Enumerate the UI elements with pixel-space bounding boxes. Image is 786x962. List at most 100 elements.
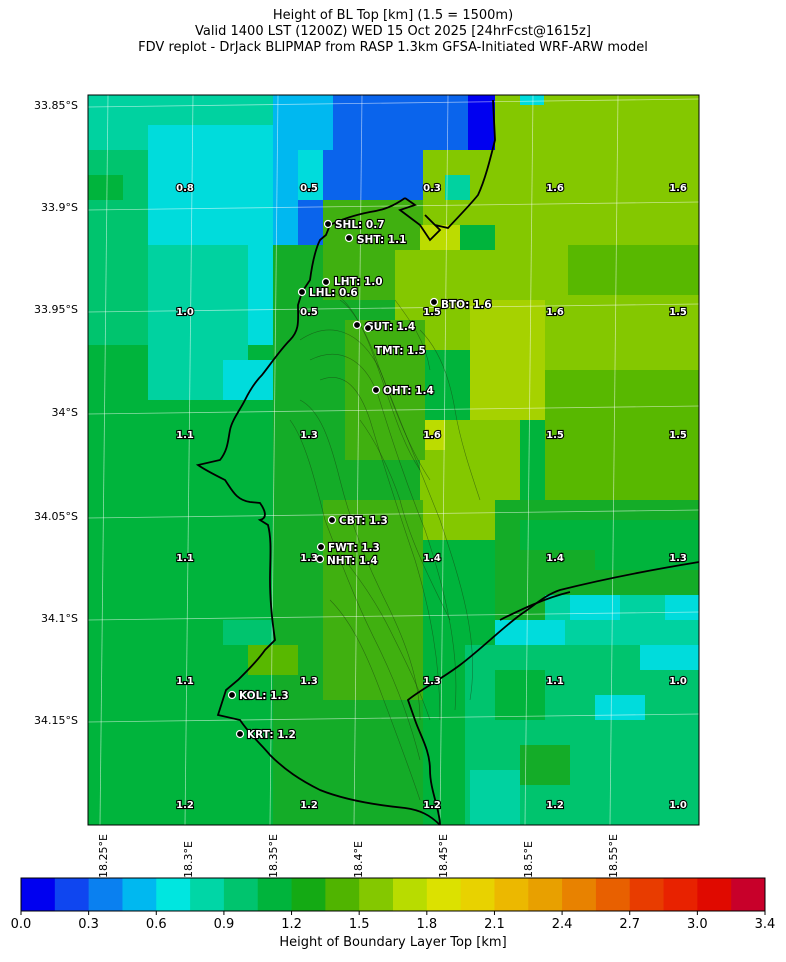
colorbar-swatch <box>257 878 293 911</box>
terrain-contour <box>329 289 421 471</box>
site-marker[interactable] <box>344 233 354 243</box>
colorbar-swatch <box>325 878 360 911</box>
grid-value-label: 1.5 <box>669 307 687 318</box>
colorbar-tick-label: 1.5 <box>348 917 370 932</box>
latitude-tick-label: 33.9°S <box>41 201 78 214</box>
grid-value-label: 1.0 <box>176 307 194 318</box>
colorbar-swatch <box>697 878 732 911</box>
grid-value-label: 1.6 <box>546 307 564 318</box>
grid-value-label: 1.2 <box>300 800 318 811</box>
site-marker[interactable] <box>321 277 331 287</box>
site-marker[interactable] <box>323 219 333 229</box>
grid-value-labels: 0.8 0.5 0.3 1.6 1.6 1.0 0.5 1.5 1.6 1.5 1.1 1.3 1.6 1… <box>175 182 688 812</box>
site-marker[interactable] <box>235 729 245 739</box>
site-label: LHL: 0.6 <box>309 287 358 299</box>
latitude-gridline <box>87 303 700 313</box>
site-marker[interactable] <box>327 515 337 525</box>
terrain-contour <box>299 399 421 721</box>
latitude-gridline <box>87 98 700 108</box>
colorbar-swatch <box>156 878 191 911</box>
longitude-tick-label: 18.5°E <box>522 841 535 878</box>
field-cell <box>468 95 495 150</box>
colorbar-swatch <box>190 878 225 911</box>
grid-value-label: 1.2 <box>176 800 194 811</box>
grid-value-label: 1.0 <box>669 676 687 687</box>
site-label: SHL: 0.7 <box>335 219 385 231</box>
field-cell <box>445 175 470 200</box>
field-cell <box>495 95 699 245</box>
terrain-contour <box>289 419 421 761</box>
site-marker[interactable] <box>352 320 362 330</box>
colorbar-swatch <box>21 878 56 911</box>
site-marker[interactable] <box>363 323 373 333</box>
colorbar-label: Height of Boundary Layer Top [km] <box>279 935 507 950</box>
title-line-2: Valid 1400 LST (1200Z) WED 15 Oct 2025 [… <box>195 24 591 39</box>
bl-top-field <box>88 95 699 825</box>
latitude-gridline <box>87 713 700 723</box>
colorbar-swatch <box>54 878 90 911</box>
colorbar <box>20 877 766 915</box>
colorbar-swatch <box>731 878 766 911</box>
longitude-gridline <box>524 94 534 826</box>
site-marker[interactable] <box>297 287 307 297</box>
terrain-contour <box>309 353 457 711</box>
site-label: GUT: 1.4 <box>365 321 415 333</box>
terrain-contour <box>419 329 481 501</box>
grid-value-label: 1.5 <box>546 430 564 441</box>
grid-value-label: 1.1 <box>176 676 194 687</box>
latitude-tick-label: 33.95°S <box>34 303 78 316</box>
field-cell <box>88 345 148 825</box>
colorbar-swatch <box>291 878 326 911</box>
site-marker[interactable] <box>316 542 326 552</box>
field-cell <box>223 620 273 645</box>
field-cell <box>570 795 699 825</box>
colorbar-swatch <box>426 878 462 911</box>
grid-value-label: 1.2 <box>546 800 564 811</box>
terrain-contour <box>299 329 473 701</box>
grid-value-label: 0.5 <box>300 307 318 318</box>
latitude-gridline <box>87 201 700 211</box>
site-marker[interactable] <box>371 385 381 395</box>
grid-value-label: 1.0 <box>669 800 687 811</box>
coastline-segment <box>499 591 571 621</box>
field-cell <box>665 595 699 620</box>
site-marker[interactable] <box>429 297 439 307</box>
colorbar-tick-label: 0.6 <box>145 917 167 932</box>
site-marker[interactable] <box>227 690 237 700</box>
field-cell <box>520 95 544 105</box>
longitude-gridline <box>269 94 279 826</box>
site-label: FWT: 1.3 <box>328 542 380 554</box>
longitude-gridline <box>439 94 449 826</box>
colorbar-frame <box>20 877 766 912</box>
terrain-contour <box>394 299 431 371</box>
colorbar-swatch <box>629 878 665 911</box>
grid-value-label: 1.1 <box>176 430 194 441</box>
longitude-tick-label: 18.4°E <box>352 841 365 878</box>
colorbar-tick-label: 0.9 <box>213 917 235 932</box>
field-cell <box>470 770 520 825</box>
site-label: BTO: 1.6 <box>441 299 492 311</box>
site-marker[interactable] <box>315 554 325 564</box>
field-cell <box>148 400 273 825</box>
grid-value-label: 1.2 <box>423 800 441 811</box>
longitude-gridline <box>353 94 363 826</box>
colorbar-swatch <box>460 878 495 911</box>
longitude-tick-label: 18.35°E <box>267 834 280 878</box>
longitude-gridline <box>609 94 619 826</box>
grid-value-label: 1.3 <box>669 553 687 564</box>
site-label: KOL: 1.3 <box>239 690 289 702</box>
colorbar-swatch <box>223 878 259 911</box>
terrain-contour <box>339 299 431 481</box>
terrain-contour <box>319 377 441 721</box>
colorbar-swatch <box>663 878 698 911</box>
latitude-tick-label: 34.1°S <box>41 612 78 625</box>
coastline-segment <box>195 197 441 826</box>
grid-value-label: 1.6 <box>669 183 687 194</box>
longitude-tick-label: 18.25°E <box>97 834 110 878</box>
chart-title: Height of BL Top [km] (1.5 = 1500m) Vali… <box>0 8 786 56</box>
colorbar-tick-label: 1.8 <box>416 917 438 932</box>
site-label: CBT: 1.3 <box>339 515 388 527</box>
latitude-tick-label: 34°S <box>51 406 78 419</box>
title-line-1: Height of BL Top [km] (1.5 = 1500m) <box>272 8 514 23</box>
